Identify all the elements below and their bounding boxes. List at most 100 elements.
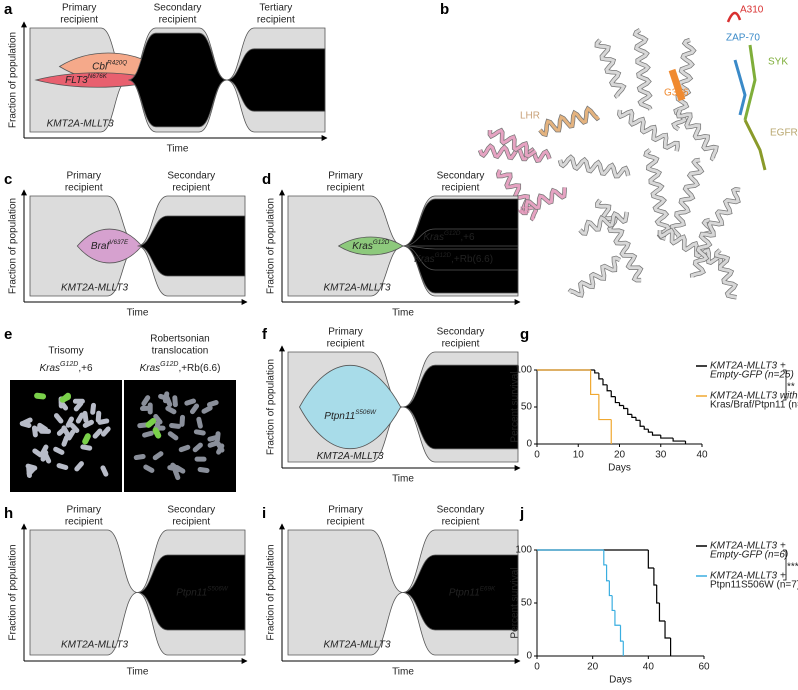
allele: G12D [444, 230, 461, 237]
image-title: translocation [152, 346, 209, 357]
chromosome [194, 456, 207, 462]
allele: G12D [60, 361, 78, 368]
chromosome [141, 395, 151, 407]
chromosome [53, 413, 64, 424]
ribbon [699, 187, 741, 237]
structure-label: ZAP-70 [726, 33, 760, 44]
clone [137, 554, 246, 631]
image-title: Trisomy [48, 346, 83, 357]
column-header: Secondary [437, 505, 485, 516]
column-header: Primary [328, 327, 362, 338]
ribbon [568, 256, 621, 297]
clone-label: Ptpn11S506W [324, 408, 377, 421]
labeled-chromosome [145, 417, 157, 428]
column-header: recipient [327, 183, 365, 194]
clone [402, 228, 519, 247]
column-header: recipient [65, 183, 103, 194]
x-axis-label: Time [167, 144, 189, 155]
significance-bracket [783, 549, 787, 581]
chromosome [90, 402, 97, 415]
survival-step [598, 394, 612, 421]
survival-step [602, 378, 608, 386]
x-axis-label: Time [392, 308, 414, 319]
survival-step [590, 370, 599, 396]
x-tick-label: 20 [587, 662, 599, 673]
x-tick-label: 20 [614, 450, 626, 461]
gene: Ptpn11 [449, 587, 480, 598]
x-axis-label: Time [392, 667, 414, 678]
chromosome [74, 461, 84, 472]
column-header: Primary [67, 171, 101, 182]
panel-letter: j [519, 505, 524, 522]
labeled-chromosome [82, 433, 91, 445]
chromosome [172, 395, 178, 408]
y-tick-label: 100 [515, 545, 532, 556]
chromosome [206, 400, 219, 408]
chromosome [162, 391, 170, 404]
chromosome [179, 414, 186, 427]
allele: E69K [480, 585, 496, 592]
allele: G12D [373, 239, 390, 246]
chromosome [92, 428, 103, 439]
clone-label: KrasG12D [352, 239, 389, 252]
panel-letter: g [520, 326, 529, 343]
survival-step [594, 370, 599, 374]
survival-step [611, 595, 615, 612]
survival-step [627, 408, 632, 415]
panel-letter: i [262, 505, 266, 522]
survival-step [606, 384, 612, 392]
chromosome [153, 414, 163, 425]
column-header: Secondary [154, 3, 202, 14]
chromosome [53, 446, 65, 455]
survival-step [651, 432, 661, 436]
panel-letter: d [262, 171, 271, 188]
column-header: Primary [62, 3, 96, 14]
y-axis-label: Fraction of population [266, 359, 277, 455]
allele: S506W [207, 585, 229, 592]
legend-label: KMT2A-MLLT3 with [710, 391, 798, 402]
column-header: Tertiary [259, 3, 292, 14]
panel-letter: f [262, 326, 268, 343]
base-clone: KMT2A-MLLT3 [317, 451, 384, 462]
gene: Kras [140, 363, 161, 374]
ribbon [714, 248, 738, 299]
chromosome [69, 422, 80, 433]
allele: G12D [435, 252, 452, 259]
panel-letter: a [4, 1, 13, 18]
gene: FLT3 [65, 75, 88, 86]
x-axis-label: Days [608, 463, 631, 474]
image-title: Robertsonian [150, 334, 209, 345]
y-tick-label: 0 [526, 651, 532, 662]
base-clone: KMT2A-MLLT3 [323, 640, 390, 651]
clone [128, 32, 227, 128]
structure-label: A310 [740, 5, 764, 16]
allele: G12D [160, 361, 178, 368]
panel-letter: h [4, 505, 13, 522]
survival-step [643, 426, 649, 430]
strand [743, 119, 767, 171]
x-tick-label: 30 [655, 450, 667, 461]
gene: Cbl [92, 61, 108, 72]
clone-label: CblR420Q [92, 59, 127, 72]
chromosome [82, 410, 89, 423]
clone-label: KrasG12D,+6 [39, 361, 92, 374]
chromosome [58, 399, 69, 411]
survival-step [603, 550, 607, 566]
survival-step [623, 405, 628, 410]
survival-step [614, 610, 621, 626]
chromosome [143, 464, 155, 473]
survival-step [618, 402, 624, 407]
ribbon [644, 148, 671, 241]
clone [402, 364, 519, 450]
survival-step [631, 414, 636, 418]
ribbon [617, 109, 680, 152]
gene: Ptpn11 [176, 587, 207, 598]
column-header: Secondary [167, 505, 215, 516]
survival-step [658, 603, 666, 622]
chromosome [178, 444, 191, 453]
y-axis-label: Percent survival [510, 371, 521, 442]
structure-label: G306 [664, 88, 689, 99]
x-axis-label: Time [392, 474, 414, 485]
